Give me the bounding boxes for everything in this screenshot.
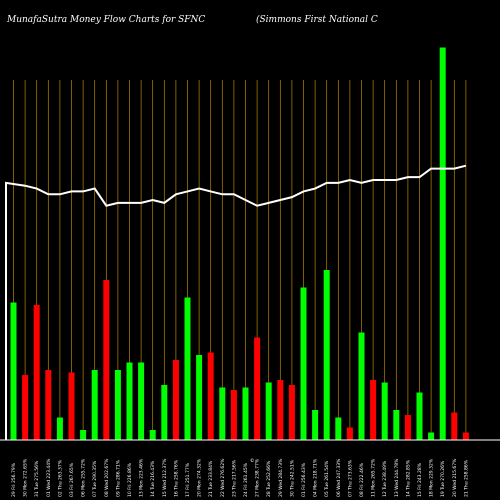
bar: [172, 360, 179, 440]
bar: [428, 432, 435, 440]
bar: [323, 270, 330, 440]
x-tick-label: 19 Tue 270.26%: [440, 460, 446, 497]
bar: [68, 372, 75, 440]
x-tick-label: 06 Mon 255.72%: [81, 458, 87, 497]
x-tick-label: 15 Wed 212.37%: [162, 458, 168, 497]
x-tick-label: 23 Thu 217.56%: [231, 459, 237, 497]
bar: [33, 305, 40, 440]
bars: [10, 47, 469, 440]
bar: [219, 387, 226, 440]
bar: [80, 430, 87, 440]
bar: [207, 352, 214, 440]
x-tick-labels: 29 Fri 256.79% 30 Mon 272.65% 31 Tue 275.5…: [11, 458, 469, 497]
x-tick-label: 05 Tue 261.54%: [324, 460, 330, 497]
bar: [138, 362, 145, 440]
x-tick-label: 30 Mon 272.65%: [23, 458, 29, 497]
bar: [381, 382, 388, 440]
x-tick-label: 12 Tue 238.49%: [382, 460, 388, 497]
bar: [161, 385, 168, 440]
bar: [404, 415, 411, 440]
x-tick-label: 21 Thu 258.86%: [463, 459, 469, 497]
x-tick-label: 17 Fri 251.77%: [185, 462, 191, 497]
x-tick-label: 31 Tue 275.56%: [34, 460, 40, 497]
bar: [265, 382, 272, 440]
bar: [196, 355, 203, 440]
chart-subtitle: (Simmons First National C: [256, 14, 378, 25]
bar: [393, 410, 400, 440]
bar: [358, 332, 365, 440]
bar: [10, 302, 17, 440]
bar: [288, 385, 295, 440]
x-tick-label: 28 Tue 252.66%: [266, 460, 272, 497]
bar: [22, 375, 29, 440]
bar: [114, 370, 121, 440]
x-tick-label: 11 Mon 265.72%: [371, 458, 377, 497]
bar: [45, 370, 52, 440]
bar: [416, 392, 423, 440]
bar: [56, 417, 63, 440]
x-tick-label: 15 Fri 243.28%: [417, 462, 423, 497]
bar: [103, 280, 110, 440]
x-tick-label: 13 Wed 244.78%: [394, 458, 400, 497]
bar: [335, 417, 342, 440]
bar: [184, 297, 191, 440]
axis-marker: ©: [250, 457, 255, 464]
bar: [254, 337, 261, 440]
bar: [149, 430, 156, 440]
x-tick-label: 13 Mon 223.46%: [139, 458, 145, 497]
x-tick-label: 08 Fri 222.46%: [359, 462, 365, 497]
x-tick-label: 02 Thu 263.37%: [57, 459, 63, 497]
x-tick-label: 20 Wed 215.67%: [452, 458, 458, 497]
bar: [346, 427, 353, 440]
x-tick-label: 07 Tue 290.35%: [92, 460, 98, 497]
x-tick-label: 20 Mon 274.32%: [197, 458, 203, 497]
bar: [277, 380, 284, 440]
x-tick-label: 09 Thu 286.71%: [115, 459, 121, 497]
x-tick-label: 18 Mon 229.32%: [429, 458, 435, 497]
bar: [242, 387, 249, 440]
bar: [451, 412, 458, 440]
x-tick-label: 06 Wed 247.33%: [336, 458, 342, 497]
x-tick-label: 04 Mon 218.71%: [313, 458, 319, 497]
bar: [91, 370, 98, 440]
bar: [312, 410, 319, 440]
x-tick-label: 14 Thu 282.85%: [405, 459, 411, 497]
bar: [230, 390, 237, 440]
bar: [300, 287, 307, 440]
bar: [126, 362, 133, 440]
x-tick-label: 07 Thu 273.63%: [347, 459, 353, 497]
x-tick-label: 01 Fri 256.43%: [301, 462, 307, 497]
x-tick-label: 01 Wed 223.44%: [46, 458, 52, 497]
x-tick-label: 24 Fri 261.45%: [243, 462, 249, 497]
grid-lines: [13, 80, 467, 440]
money-flow-line: [5, 164, 467, 440]
x-tick-label: 10 Fri 226.86%: [127, 462, 133, 497]
x-tick-label: 22 Wed 276.62%: [220, 458, 226, 497]
x-tick-label: 16 Thu 258.76%: [173, 459, 179, 497]
bar: [462, 432, 469, 440]
x-tick-label: 30 Thu 242.51%: [289, 459, 295, 497]
x-tick-label: 27 Mon 238.77%: [255, 458, 261, 497]
bar: [370, 380, 377, 440]
chart-title: MunafaSutra Money Flow Charts for SFNC: [6, 15, 205, 25]
bar: [439, 47, 446, 440]
x-tick-label: 21 Tue 233.84%: [208, 460, 214, 497]
x-tick-label: 29 Wed 284.73%: [278, 458, 284, 497]
x-tick-label: 08 Wed 202.67%: [104, 458, 110, 497]
x-tick-label: 14 Tue 216.43%: [150, 460, 156, 497]
x-tick-label: 29 Fri 256.79%: [11, 462, 17, 497]
x-tick-label: 03 Fri 267.65%: [69, 462, 75, 497]
